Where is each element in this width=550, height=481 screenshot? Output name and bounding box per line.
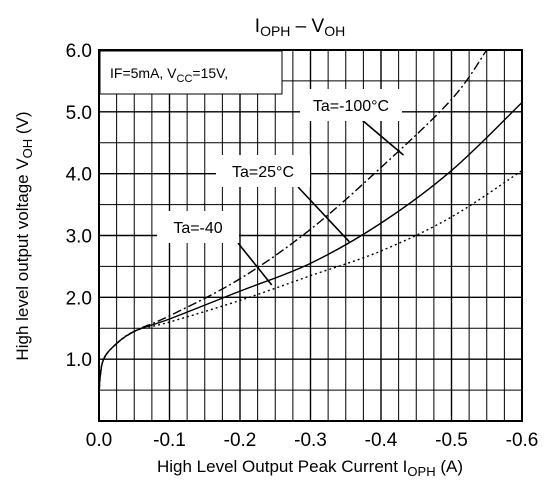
series-layer xyxy=(98,49,523,394)
annotation-box xyxy=(157,211,239,243)
y-axis-label: High level output voltage VOH (V) xyxy=(13,111,35,360)
annotation-label: Ta=25°C xyxy=(232,164,294,181)
y-tick-label: 2.0 xyxy=(66,288,92,309)
condition-text: IF=5mA, VCC=15V, xyxy=(110,65,228,85)
plot-frame xyxy=(98,49,523,422)
x-tick-label: 0.0 xyxy=(86,430,112,451)
x-tick-label: -0.3 xyxy=(294,430,327,451)
x-axis-label: High Level Output Peak Current IOPH (A) xyxy=(157,457,463,479)
tick-layer: 0.0 -0.1 -0.2 -0.3 -0.4 -0.5 -0.6 1.0 2.0 3.0 4.0 5… xyxy=(66,41,539,451)
series-line-2 xyxy=(98,169,523,388)
chart-title: IOPH – VOH xyxy=(255,16,345,39)
y-tick-label: 6.0 xyxy=(66,41,92,62)
y-tick-label: 5.0 xyxy=(66,103,92,124)
x-tick-label: -0.5 xyxy=(435,430,468,451)
annotation-box xyxy=(300,89,402,121)
annotation-box xyxy=(216,155,310,187)
annotation-label: Ta=-100°C xyxy=(313,98,389,115)
series-line-1 xyxy=(98,102,523,391)
x-tick-label: -0.1 xyxy=(153,430,186,451)
x-tick-label: -0.4 xyxy=(365,430,398,451)
annotation-leader xyxy=(361,119,405,156)
y-tick-label: 3.0 xyxy=(66,227,92,248)
annotation-label: Ta=-40 xyxy=(173,220,222,237)
y-tick-label: 1.0 xyxy=(66,350,92,371)
annotation-leader xyxy=(237,242,273,286)
annotation-leader xyxy=(297,186,350,243)
x-tick-label: -0.6 xyxy=(506,430,539,451)
y-tick-label: 4.0 xyxy=(66,165,92,186)
condition-box: IF=5mA, VCC=15V, xyxy=(99,50,283,95)
annotation-layer: Ta=-100°C Ta=25°C Ta=-40 xyxy=(157,89,405,286)
x-tick-label: -0.2 xyxy=(224,430,257,451)
